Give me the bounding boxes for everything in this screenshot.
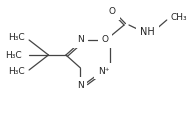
Text: H₃C: H₃C: [8, 68, 24, 76]
Text: CH₃: CH₃: [171, 13, 187, 23]
Text: N⁺: N⁺: [98, 67, 109, 75]
Text: O: O: [101, 36, 108, 44]
Text: NH: NH: [140, 27, 155, 37]
Text: H₃C: H₃C: [5, 51, 21, 59]
Text: O: O: [109, 8, 116, 17]
Text: N: N: [77, 36, 84, 44]
Text: N: N: [77, 81, 84, 89]
Text: H₃C: H₃C: [8, 34, 24, 42]
